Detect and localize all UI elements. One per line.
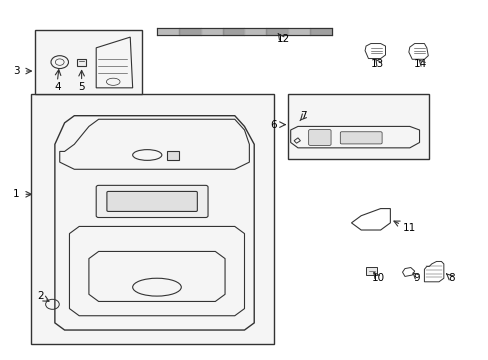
Text: 12: 12: [276, 34, 289, 44]
FancyBboxPatch shape: [287, 94, 428, 158]
FancyBboxPatch shape: [166, 152, 179, 160]
FancyBboxPatch shape: [77, 59, 85, 66]
FancyBboxPatch shape: [107, 192, 197, 211]
FancyBboxPatch shape: [35, 30, 142, 94]
Text: 9: 9: [413, 273, 420, 283]
FancyBboxPatch shape: [30, 94, 273, 344]
Text: 11: 11: [403, 223, 416, 233]
Text: 10: 10: [371, 273, 384, 283]
Text: 3: 3: [13, 66, 19, 76]
Text: 1: 1: [13, 189, 19, 199]
Text: 4: 4: [54, 82, 61, 92]
Text: 5: 5: [78, 82, 85, 92]
FancyBboxPatch shape: [308, 130, 330, 145]
FancyBboxPatch shape: [366, 267, 376, 275]
FancyBboxPatch shape: [96, 185, 207, 217]
FancyBboxPatch shape: [340, 132, 381, 144]
Text: 2: 2: [37, 291, 43, 301]
Text: 6: 6: [270, 120, 276, 130]
Text: 7: 7: [300, 111, 306, 121]
Text: 14: 14: [413, 59, 426, 69]
Text: 13: 13: [370, 59, 383, 69]
Text: 8: 8: [447, 273, 453, 283]
